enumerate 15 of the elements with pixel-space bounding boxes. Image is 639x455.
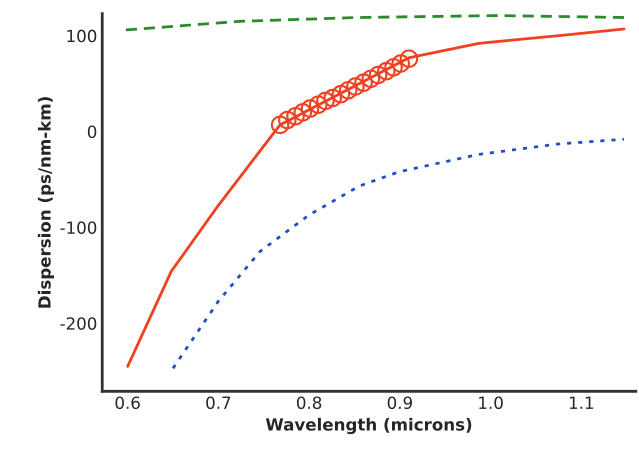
x-tick-label: 0.6 [115, 396, 140, 410]
x-tick-label: 1.0 [479, 396, 503, 410]
x-tick-label: 1.1 [570, 396, 594, 409]
line-series [124, 14, 626, 32]
x-tick-label: 0.8 [296, 396, 322, 410]
y-tick-label: -200 [60, 317, 96, 330]
x-tick-label: 0.9 [388, 396, 412, 410]
x-tick-label: 0.7 [206, 396, 230, 410]
line-series [126, 28, 626, 368]
y-tick-label: 0 [88, 126, 96, 138]
y-tick-label: 100 [67, 30, 96, 42]
y-axis-title: Dispersion (ps/nm-km) [38, 97, 54, 308]
x-axis-title: Wavelength (microns) [266, 418, 472, 434]
line-series [172, 138, 626, 370]
y-tick-label: -100 [60, 221, 96, 234]
